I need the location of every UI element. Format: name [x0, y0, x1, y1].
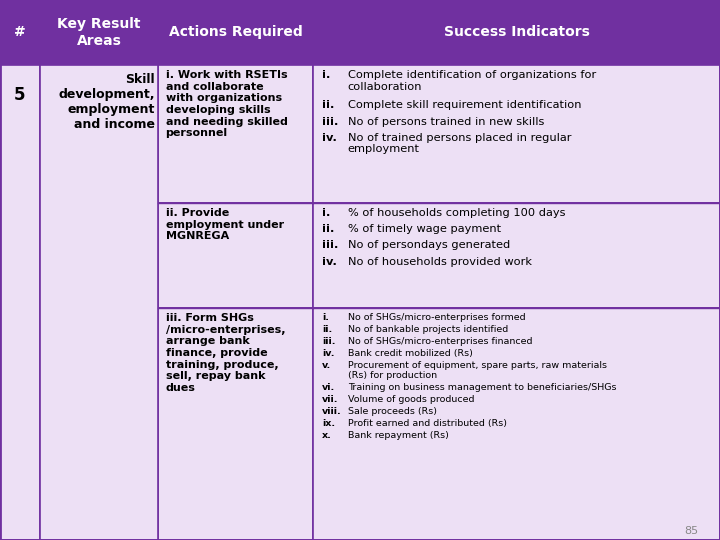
Text: iv.: iv. [322, 133, 337, 143]
Bar [0, 0, 40, 65]
Text: Skill
development,
employment
and income: Skill development, employment and income [58, 73, 155, 131]
Text: i.: i. [322, 208, 330, 218]
Text: iii. Form SHGs
/micro-enterprises,
arrange bank
finance, provide
training, produ: iii. Form SHGs /micro-enterprises, arran… [166, 313, 285, 393]
Text: ix.: ix. [322, 419, 335, 428]
Text: 5: 5 [14, 86, 25, 104]
Bar [313, 308, 720, 540]
Text: Profit earned and distributed (Rs): Profit earned and distributed (Rs) [348, 419, 507, 428]
Text: iv.: iv. [322, 256, 337, 267]
Bar [158, 0, 313, 65]
Text: x.: x. [322, 431, 332, 440]
Text: i. Work with RSETIs
and collaborate
with organizations
developing skills
and nee: i. Work with RSETIs and collaborate with… [166, 70, 287, 138]
Text: No of SHGs/micro-enterprises formed: No of SHGs/micro-enterprises formed [348, 313, 526, 322]
Text: No of persondays generated: No of persondays generated [348, 240, 510, 251]
Bar [313, 65, 720, 202]
Text: 85: 85 [684, 525, 698, 536]
Text: Bank credit mobilized (Rs): Bank credit mobilized (Rs) [348, 349, 472, 358]
Text: % of households completing 100 days: % of households completing 100 days [348, 208, 565, 218]
Text: No of bankable projects identified: No of bankable projects identified [348, 325, 508, 334]
Text: ii.: ii. [322, 100, 334, 111]
Text: No of persons trained in new skills: No of persons trained in new skills [348, 117, 544, 127]
Text: Complete skill requirement identification: Complete skill requirement identificatio… [348, 100, 581, 111]
Bar [158, 202, 313, 308]
Text: No of trained persons placed in regular
employment: No of trained persons placed in regular … [348, 133, 571, 154]
Text: #: # [14, 25, 26, 39]
Text: viii.: viii. [322, 407, 341, 416]
Text: Procurement of equipment, spare parts, raw materials
(Rs) for production: Procurement of equipment, spare parts, r… [348, 361, 607, 380]
Bar [313, 0, 720, 65]
Text: ii.: ii. [322, 224, 334, 234]
Text: No of households provided work: No of households provided work [348, 256, 532, 267]
Text: Complete identification of organizations for
collaboration: Complete identification of organizations… [348, 70, 596, 92]
Text: i.: i. [322, 313, 329, 322]
Bar [40, 0, 158, 65]
Text: % of timely wage payment: % of timely wage payment [348, 224, 501, 234]
Bar [158, 65, 313, 202]
Text: iii.: iii. [322, 117, 338, 127]
Text: Key Result
Areas: Key Result Areas [58, 17, 140, 48]
Text: Training on business management to beneficiaries/SHGs: Training on business management to benef… [348, 383, 616, 393]
Text: vii.: vii. [322, 395, 338, 404]
Text: iii.: iii. [322, 337, 336, 346]
Text: Sale proceeds (Rs): Sale proceeds (Rs) [348, 407, 437, 416]
Bar [40, 65, 158, 540]
Text: Volume of goods produced: Volume of goods produced [348, 395, 474, 404]
Text: vi.: vi. [322, 383, 335, 393]
Bar [158, 308, 313, 540]
Text: Bank repayment (Rs): Bank repayment (Rs) [348, 431, 449, 440]
Text: Success Indicators: Success Indicators [444, 25, 590, 39]
Text: iii.: iii. [322, 240, 338, 251]
Text: v.: v. [322, 361, 331, 370]
Bar [0, 65, 40, 540]
Text: ii. Provide
employment under
MGNREGA: ii. Provide employment under MGNREGA [166, 208, 284, 241]
Bar [313, 202, 720, 308]
Text: ii.: ii. [322, 325, 332, 334]
Text: Actions Required: Actions Required [169, 25, 302, 39]
Text: iv.: iv. [322, 349, 334, 358]
Text: No of SHGs/micro-enterprises financed: No of SHGs/micro-enterprises financed [348, 337, 532, 346]
Text: i.: i. [322, 70, 330, 80]
